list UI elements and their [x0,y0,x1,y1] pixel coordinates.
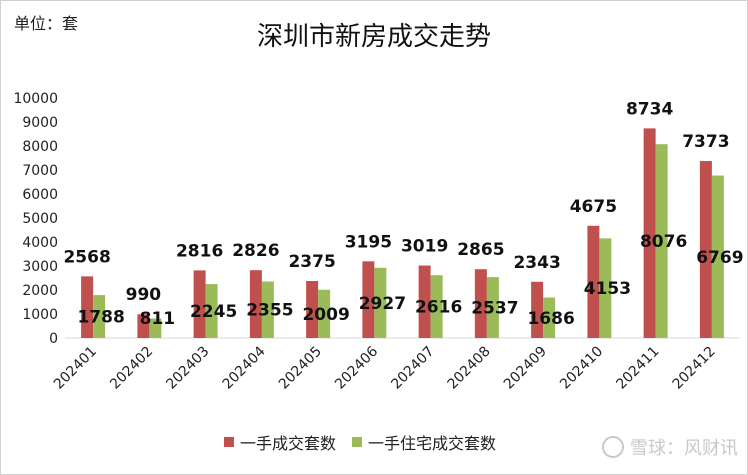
chart-title: 深圳市新房成交走势 [256,22,491,52]
data-label-series2: 1686 [527,309,574,329]
bar-series1 [531,281,544,338]
data-label-series1: 8734 [626,99,673,119]
unit-label: 单位：套 [14,14,79,33]
data-label-series2: 811 [140,309,176,329]
data-label-series1: 2375 [288,252,335,272]
bar-series2 [711,175,724,338]
data-label-series1: 3195 [345,232,392,252]
legend-item-series1: 一手成交套数 [224,430,336,454]
bar-series2 [205,284,218,338]
bar-series1 [643,128,656,338]
x-tick-label: 202410 [557,344,606,393]
bar-series2 [261,281,274,338]
y-tick-label: 7000 [22,163,58,179]
x-tick-label: 202401 [51,344,100,393]
watermark: 雪球：风财讯 [602,434,738,460]
bar-series1 [306,281,319,338]
x-tick-label: 202412 [670,344,719,393]
bar-series2 [93,295,106,338]
data-label-series1: 2568 [63,247,110,267]
chart-legend: 一手成交套数 一手住宅成交套数 [224,430,512,454]
data-label-series1: 2816 [176,241,223,261]
bar-series1 [699,161,712,338]
x-tick-label: 202409 [501,344,550,393]
data-label-series1: 990 [126,285,162,305]
bar-series1 [418,265,431,338]
bar-series2 [599,238,612,338]
data-label-series2: 6769 [696,248,743,268]
x-tick-label: 202402 [107,344,156,393]
x-tick-label: 202407 [388,344,437,393]
data-label-series2: 2009 [302,305,349,325]
y-tick-label: 8000 [22,139,58,155]
snowball-logo-icon [602,436,624,458]
bar-series2 [543,297,556,338]
x-tick-label: 202406 [332,343,381,392]
x-tick-label: 202403 [163,344,212,393]
y-tick-label: 5000 [22,211,58,227]
data-label-series1: 4675 [570,197,617,217]
y-tick-label: 10000 [13,91,58,107]
data-label-series1: 2826 [232,241,279,261]
x-tick-label: 202411 [613,344,662,393]
y-tick-label: 6000 [22,187,58,203]
y-tick-label: 3000 [22,259,58,275]
data-label-series2: 2537 [471,299,518,319]
data-label-series1: 3019 [401,237,448,257]
bar-series1 [249,270,262,338]
bar-series1 [137,314,150,338]
data-label-series2: 2245 [190,302,237,322]
bar-series2 [655,144,668,338]
data-label-series2: 1788 [77,308,124,328]
y-tick-label: 9000 [22,115,58,131]
x-tick-label: 202408 [445,344,494,393]
bar-series2 [486,277,499,338]
y-tick-label: 0 [49,331,58,347]
bar-series2 [149,318,162,338]
y-tick-label: 2000 [22,283,58,299]
y-tick-label: 4000 [22,235,58,251]
bar-series1 [587,225,600,338]
bar-series2 [318,289,331,338]
legend-swatch-series2 [352,437,363,447]
bar-series2 [430,275,443,338]
legend-label-series2: 一手住宅成交套数 [368,434,497,453]
bar-series1 [81,276,94,338]
bar-series1 [474,269,487,338]
data-label-series2: 2355 [246,301,293,321]
legend-label-series1: 一手成交套数 [240,434,337,453]
bar-series2 [374,267,387,338]
x-tick-label: 202404 [220,343,269,392]
data-label-series2: 8076 [640,232,687,252]
bar-series1 [193,270,206,338]
y-tick-label: 1000 [22,307,58,323]
x-tick-label: 202405 [276,344,325,393]
data-label-series1: 7373 [682,132,729,152]
data-label-series1: 2343 [513,253,560,273]
legend-swatch-series1 [224,437,234,447]
watermark-text: 雪球：风财讯 [630,438,738,459]
data-label-series2: 4153 [584,279,631,299]
legend-item-series2: 一手住宅成交套数 [352,430,496,454]
data-label-series2: 2927 [359,294,406,314]
data-label-series1: 2865 [457,240,504,260]
bar-series1 [362,261,375,338]
data-label-series2: 2616 [415,298,462,318]
